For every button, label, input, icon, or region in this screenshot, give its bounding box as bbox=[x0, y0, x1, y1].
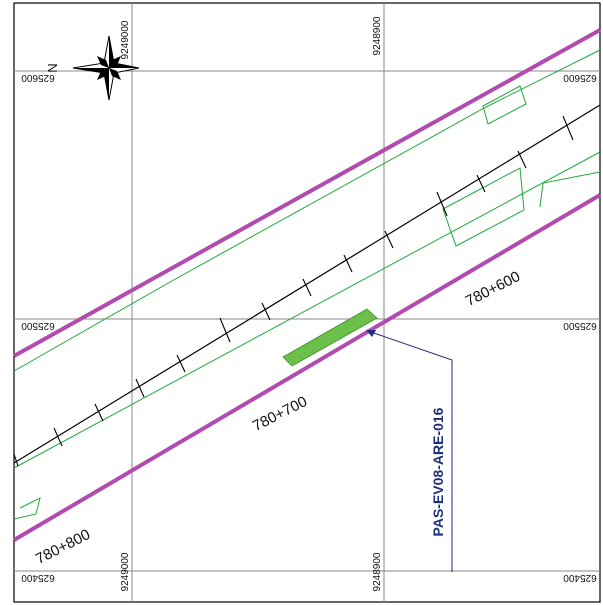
grid-label-x-top-right: 9248900 bbox=[372, 16, 383, 55]
north-label: N bbox=[45, 63, 60, 72]
area-code-label: PAS-EV08-ARE-016 bbox=[430, 407, 446, 536]
right-of-way-line-lower bbox=[12, 193, 602, 542]
axis-tick bbox=[135, 378, 145, 398]
road-axis-line bbox=[13, 104, 601, 464]
axis-tick bbox=[94, 403, 104, 422]
axis-tick-major bbox=[562, 115, 574, 141]
axis-tick bbox=[176, 354, 186, 373]
grid-label-y-left-bottom: 625400 bbox=[21, 572, 55, 583]
axis-tick bbox=[343, 254, 353, 273]
axis-tick bbox=[261, 302, 271, 321]
grid-label-y-right-mid: 625500 bbox=[563, 320, 597, 331]
axis-tick bbox=[53, 427, 63, 447]
highlighted-area[interactable] bbox=[282, 308, 378, 367]
axis-tick-major bbox=[436, 191, 448, 217]
grid-label-x-top-left: 9249000 bbox=[120, 20, 131, 59]
axis-tick bbox=[302, 278, 312, 297]
boundary-line-lower bbox=[13, 151, 601, 469]
boundary-line-upper bbox=[13, 49, 601, 372]
axis-ticks bbox=[13, 115, 574, 467]
map-frame bbox=[13, 2, 601, 603]
axis-tick bbox=[476, 174, 486, 193]
plot-outline-upper bbox=[482, 85, 527, 125]
axis-tick bbox=[13, 453, 19, 467]
axis-tick-major bbox=[219, 317, 231, 343]
right-of-way-line-upper bbox=[13, 28, 601, 358]
callout-leader-line bbox=[367, 330, 453, 572]
plot-outline-right bbox=[539, 171, 601, 208]
grid-label-x-bottom-right: 9248900 bbox=[372, 552, 383, 591]
compass-rose-icon bbox=[72, 35, 140, 101]
grid-label-x-bottom-left: 9249000 bbox=[120, 552, 131, 591]
grid-label-y-right-top: 625600 bbox=[563, 72, 597, 83]
axis-tick bbox=[384, 230, 394, 249]
plot-outline-left bbox=[13, 497, 41, 520]
plot-outline-middle bbox=[442, 167, 525, 247]
callout-arrowhead bbox=[366, 330, 376, 337]
grid-label-y-right-bottom: 625400 bbox=[563, 572, 597, 583]
grid-label-y-left-top: 625600 bbox=[21, 72, 55, 83]
axis-tick bbox=[517, 150, 527, 169]
grid-label-y-left-mid: 625500 bbox=[21, 320, 55, 331]
